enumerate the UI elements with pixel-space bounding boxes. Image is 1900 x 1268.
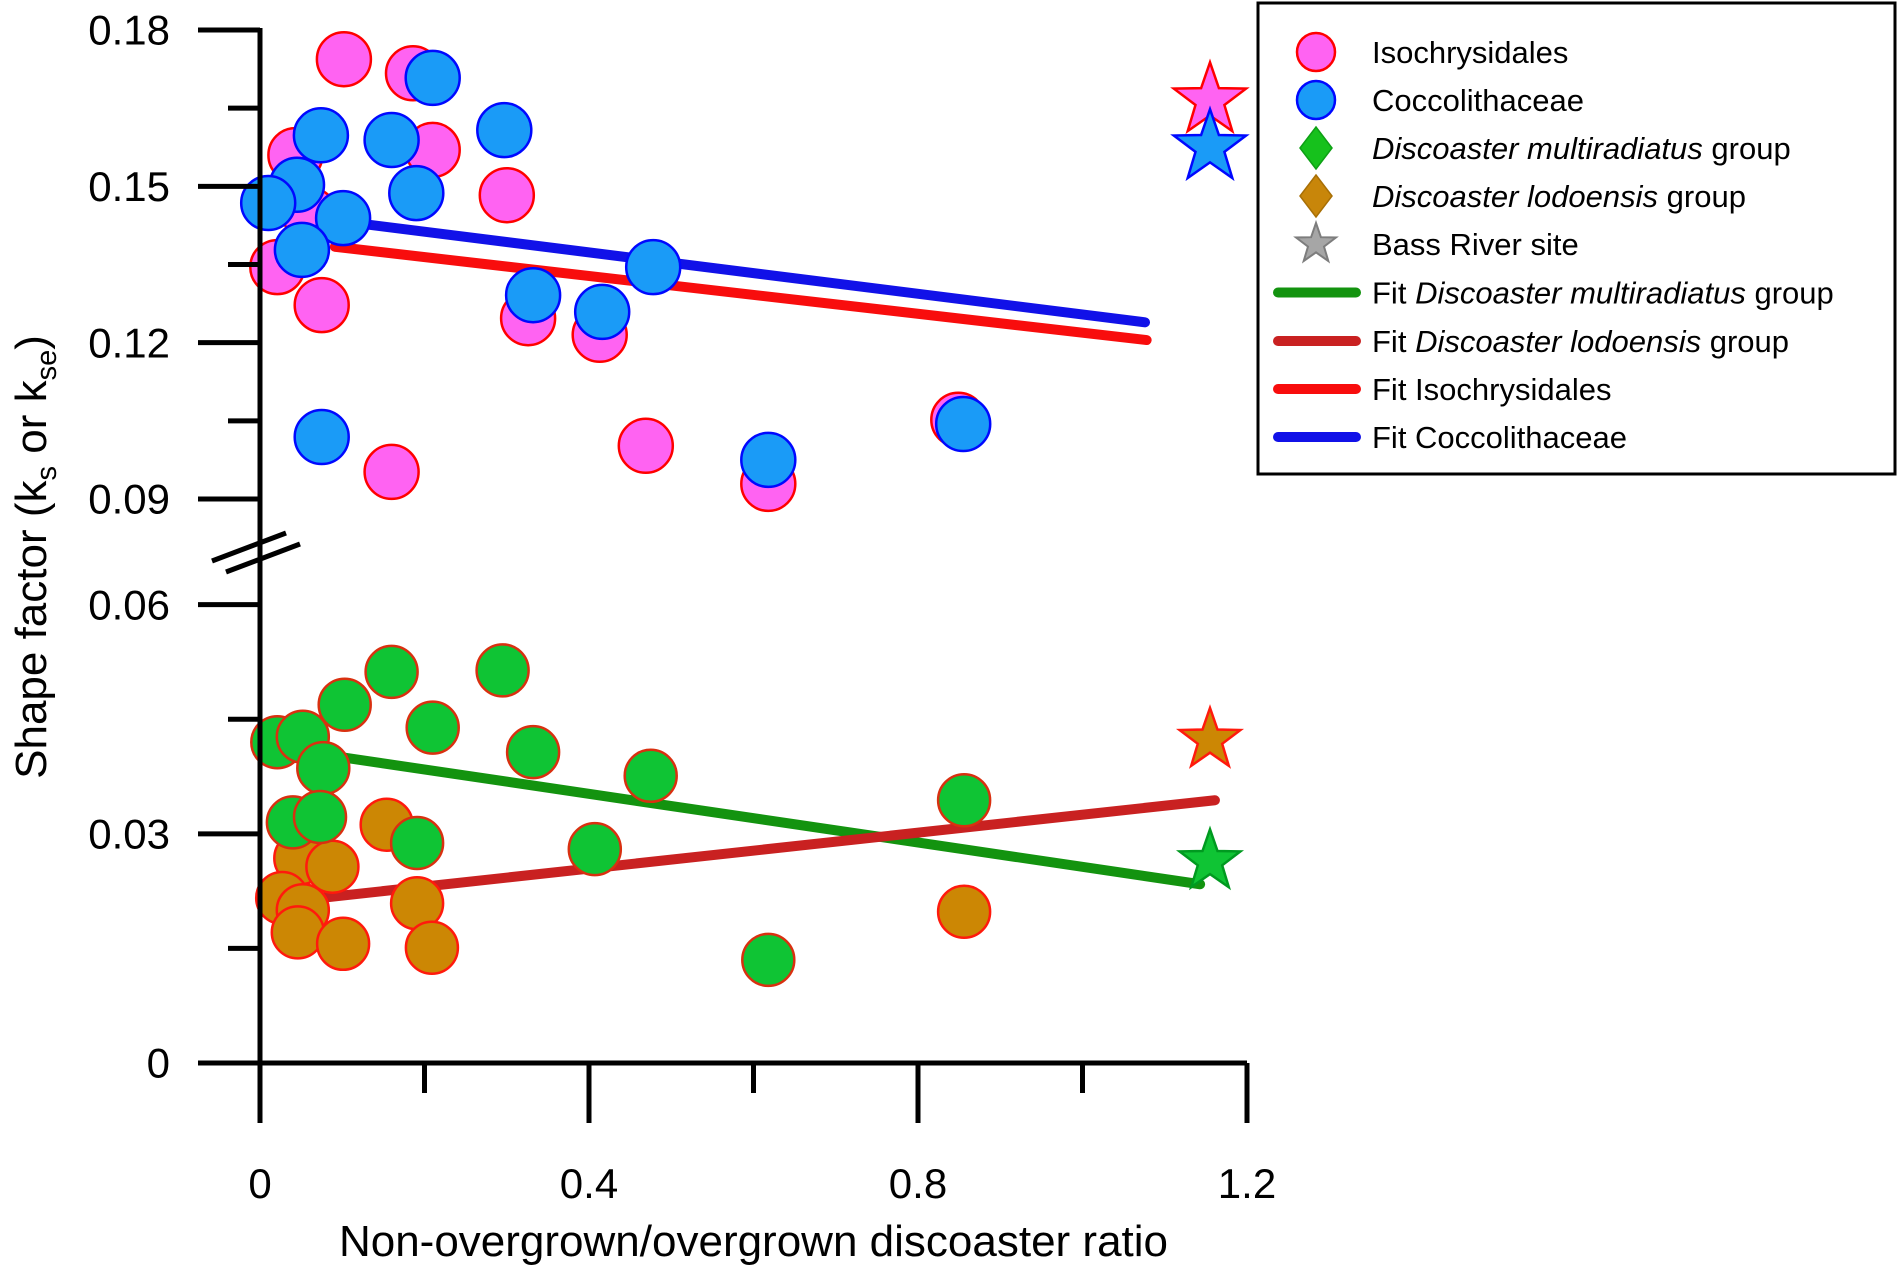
legend-circle-marker <box>1295 79 1337 121</box>
data-point-coccolithaceae <box>934 395 992 453</box>
y-axis-title: Shape factor (ks or kse) <box>7 335 63 779</box>
bass-river-star-discoaster-lodoensis-group <box>1175 704 1245 769</box>
data-points-layer <box>239 30 992 988</box>
legend-diamond-marker <box>1299 173 1333 219</box>
data-point-discoaster-multiradiatus-group <box>741 932 796 988</box>
x-tick-label: 0.4 <box>560 1160 618 1207</box>
legend-row-fit-discoaster-multiradiatus-group: Fit Discoaster multiradiatus group <box>1273 275 1834 310</box>
legend: Isochrysidales Coccolithaceae Discoaster m… <box>1256 1 1897 476</box>
data-point-discoaster-lodoensis-group <box>315 916 371 972</box>
axis-break-slash <box>211 530 287 564</box>
data-point-discoaster-lodoensis-group <box>270 905 326 960</box>
legend-row-coccolithaceae: Coccolithaceae <box>1295 79 1584 121</box>
data-point-discoaster-multiradiatus-group <box>317 677 372 732</box>
x-tick-label: 0.8 <box>889 1160 947 1207</box>
data-point-isochrysidales <box>363 443 420 501</box>
series-coccolithaceae <box>239 49 992 489</box>
y-tick-label: 0.06 <box>88 581 170 628</box>
axes-layer <box>198 28 1247 1066</box>
legend-label: Fit Isochrysidales <box>1372 372 1611 407</box>
data-point-discoaster-multiradiatus-group <box>296 740 351 796</box>
legend-star-marker <box>1293 219 1339 264</box>
legend-label: Isochrysidales <box>1372 35 1568 70</box>
data-point-coccolithaceae <box>292 107 350 164</box>
data-point-discoaster-multiradiatus-group <box>505 724 561 780</box>
data-point-isochrysidales <box>293 276 350 334</box>
data-point-discoaster-lodoensis-group <box>305 839 360 894</box>
data-point-isochrysidales <box>315 30 373 88</box>
data-point-coccolithaceae <box>624 238 682 296</box>
data-point-isochrysidales <box>617 417 675 475</box>
fit-line-fit-discoaster-lodoensis-group <box>315 795 1220 903</box>
y-tick-label: 0.09 <box>88 476 170 523</box>
data-point-coccolithaceae <box>293 408 350 466</box>
legend-row-fit-isochrysidales: Fit Isochrysidales <box>1273 372 1611 407</box>
data-point-coccolithaceae <box>504 266 562 324</box>
y-tick-label: 0.03 <box>88 811 170 858</box>
data-point-coccolithaceae <box>239 174 297 232</box>
data-point-discoaster-multiradiatus-group <box>405 700 460 755</box>
data-point-discoaster-multiradiatus-group <box>623 748 678 804</box>
data-point-discoaster-multiradiatus-group <box>364 644 419 700</box>
bass-river-stars-layer <box>1170 58 1250 891</box>
data-point-discoaster-multiradiatus-group <box>936 772 992 828</box>
legend-label: Discoaster lodoensis group <box>1372 179 1746 214</box>
legend-label: Discoaster multiradiatus group <box>1372 131 1791 166</box>
data-point-coccolithaceae <box>573 283 631 341</box>
data-point-coccolithaceae <box>476 101 533 159</box>
tick-labels-layer: 0.18 0.15 0.12 0.09 0.06 0.03 0 0 0.4 0.8 1.2 <box>88 7 1276 1207</box>
legend-box <box>1256 1 1897 476</box>
series-discoaster-multiradiatus-group <box>250 643 992 988</box>
data-point-discoaster-multiradiatus-group <box>389 815 445 871</box>
data-point-coccolithaceae <box>740 431 797 489</box>
legend-label: Fit Coccolithaceae <box>1372 420 1627 455</box>
data-point-coccolithaceae <box>363 111 420 169</box>
x-tick-label: 1.2 <box>1218 1160 1276 1207</box>
legend-row-bass-river-site: Bass River site <box>1293 219 1579 264</box>
fit-line-fit-coccolithaceae <box>344 217 1151 328</box>
y-tick-label: 0.18 <box>88 7 170 54</box>
y-axis-break <box>211 530 301 575</box>
legend-label: Fit Discoaster lodoensis group <box>1372 324 1789 359</box>
axis-break-slash <box>225 541 301 575</box>
series-discoaster-lodoensis-group <box>254 797 992 975</box>
data-point-discoaster-multiradiatus-group <box>567 821 623 877</box>
data-point-discoaster-lodoensis-group <box>404 920 460 975</box>
legend-label: Bass River site <box>1372 227 1579 262</box>
legend-row-discoaster-multiradiatus-group: Discoaster multiradiatus group <box>1299 125 1791 171</box>
data-point-coccolithaceae <box>388 164 445 222</box>
legend-row-discoaster-lodoensis-group: Discoaster lodoensis group <box>1299 173 1746 219</box>
legend-row-fit-coccolithaceae: Fit Coccolithaceae <box>1273 420 1627 455</box>
legend-row-isochrysidales: Isochrysidales <box>1295 31 1568 73</box>
legend-label: Coccolithaceae <box>1372 83 1584 118</box>
bass-river-star-coccolithaceae <box>1170 105 1250 182</box>
legend-label: Fit Discoaster multiradiatus group <box>1372 275 1834 310</box>
y-tick-label: 0 <box>147 1040 170 1087</box>
x-tick-label: 0 <box>248 1160 271 1207</box>
bass-river-star-discoaster-multiradiatus-group <box>1175 825 1245 891</box>
data-point-coccolithaceae <box>314 189 372 247</box>
legend-diamond-marker <box>1299 125 1333 171</box>
data-point-discoaster-multiradiatus-group <box>292 789 348 845</box>
data-point-coccolithaceae <box>273 221 331 279</box>
data-point-discoaster-multiradiatus-group <box>475 643 530 698</box>
legend-row-fit-discoaster-lodoensis-group: Fit Discoaster lodoensis group <box>1273 324 1789 359</box>
data-point-discoaster-lodoensis-group <box>936 884 992 939</box>
fit-line-fit-discoaster-multiradiatus-group <box>338 752 1206 890</box>
legend-circle-marker <box>1295 31 1337 73</box>
ticks-layer <box>198 27 1250 1123</box>
y-tick-label: 0.15 <box>88 163 170 210</box>
data-point-isochrysidales <box>478 166 536 224</box>
y-tick-label: 0.12 <box>88 319 170 366</box>
x-axis-title: Non-overgrown/overgrown discoaster ratio <box>339 1217 1168 1266</box>
fit-lines-layer <box>315 217 1220 903</box>
data-point-coccolithaceae <box>404 49 461 107</box>
fit-line-fit-isochrysidales <box>329 241 1152 346</box>
series-isochrysidales <box>249 30 987 513</box>
